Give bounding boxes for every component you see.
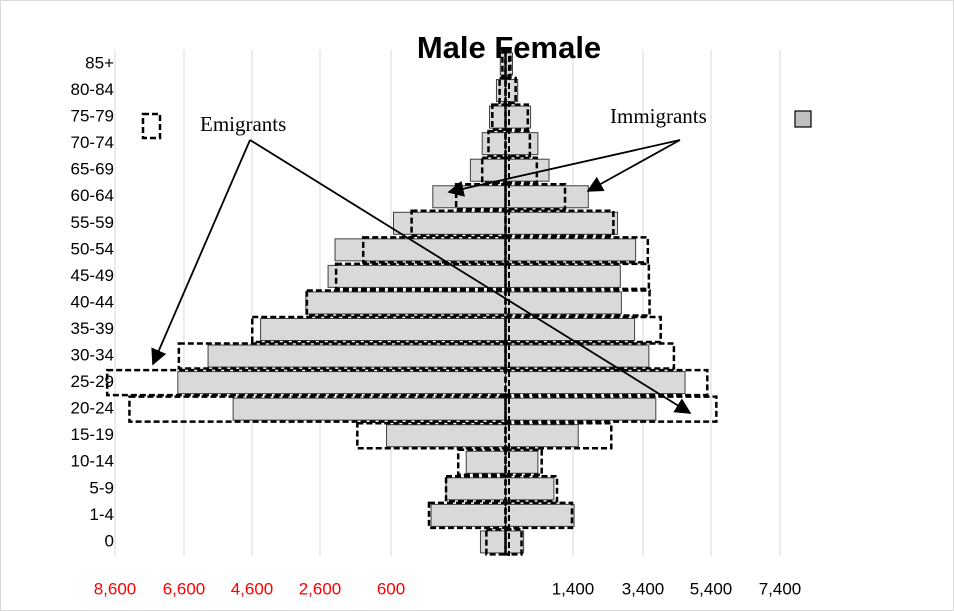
- y-tick-label: 30-34: [71, 346, 114, 365]
- y-tick-label: 20-24: [71, 399, 114, 418]
- female-bar: [504, 183, 567, 211]
- male-bar: [386, 424, 507, 448]
- male-bar: [432, 185, 507, 209]
- y-tick-label: 35-39: [71, 319, 114, 338]
- legend-label: Immigrants: [610, 104, 707, 128]
- female-bar: [504, 103, 530, 131]
- y-tick-label: 25-29: [71, 372, 114, 391]
- male-bar: [410, 209, 507, 238]
- legend-swatch-emigrants: [141, 112, 162, 140]
- female-bar: [504, 475, 559, 503]
- male-bar: [427, 501, 507, 530]
- x-tick-label: 1,400: [552, 579, 595, 598]
- y-tick-label: 55-59: [71, 213, 114, 232]
- y-tick-label: 10-14: [71, 452, 114, 471]
- male-bar: [481, 132, 507, 156]
- male-bar: [430, 503, 507, 527]
- male-bar: [485, 528, 507, 556]
- female-bar: [504, 236, 650, 264]
- y-tick-label: 60-64: [71, 186, 114, 205]
- female-bar: [504, 342, 676, 370]
- male-bar: [356, 421, 507, 450]
- male-bar: [232, 397, 507, 421]
- male-bar: [177, 342, 507, 370]
- female-bar: [505, 397, 657, 421]
- female-bar: [505, 264, 621, 288]
- y-tick-label: 5-9: [89, 478, 114, 497]
- x-tick-label: 3,400: [622, 579, 665, 598]
- y-tick-label: 15-19: [71, 425, 114, 444]
- arrows: [151, 139, 692, 414]
- female-bar: [505, 344, 650, 368]
- female-bar: [504, 289, 651, 317]
- x-tick-label: 7,400: [759, 579, 802, 598]
- female-bar: [505, 185, 589, 209]
- legend-swatch-immigrants: [794, 110, 812, 128]
- female-bar: [505, 503, 575, 527]
- female-bar: [505, 450, 539, 474]
- male-bar: [327, 264, 507, 288]
- female-bar: [504, 209, 615, 238]
- male-bar: [361, 236, 507, 264]
- female-bar: [504, 262, 651, 291]
- female-bar: [505, 371, 686, 395]
- y-tick-label: 40-44: [71, 292, 114, 311]
- y-tick-label: 75-79: [71, 107, 114, 126]
- y-tick-label: 45-49: [71, 266, 114, 285]
- y-tick-label: 0: [105, 531, 114, 550]
- female-bar: [504, 50, 512, 78]
- x-tick-label: 600: [377, 579, 405, 598]
- female-bar: [505, 291, 622, 315]
- male-bar: [454, 183, 507, 211]
- female-bar: [505, 132, 539, 156]
- x-tick-label: 4,600: [231, 579, 274, 598]
- male-bar: [305, 291, 507, 315]
- y-tick-label: 85+: [85, 53, 114, 72]
- y-tick-label: 1-4: [89, 505, 114, 524]
- male-bar: [260, 318, 507, 341]
- female-bar: [504, 368, 709, 397]
- male-bar: [334, 238, 507, 262]
- female-bar: [504, 76, 517, 105]
- female-bar: [504, 448, 543, 476]
- legend-label: Emigrants: [200, 112, 286, 136]
- y-tick-label: 70-74: [71, 133, 114, 152]
- female-bar: [505, 424, 579, 448]
- male-bar: [392, 211, 507, 235]
- female-bar: [504, 421, 613, 450]
- female-bar: [504, 315, 662, 344]
- male-bar: [469, 158, 507, 182]
- male-bar: [444, 475, 507, 503]
- x-tick-label: 2,600: [299, 579, 342, 598]
- male-bar: [479, 530, 507, 554]
- female-bar: [505, 211, 619, 235]
- chart-title: Male Female: [417, 30, 601, 65]
- female-bar: [504, 528, 523, 556]
- male-bar: [465, 450, 507, 474]
- x-tick-label: 5,400: [690, 579, 733, 598]
- bars: [105, 50, 718, 556]
- male-bar: [495, 79, 507, 103]
- male-bar: [445, 477, 507, 501]
- male-bar: [501, 50, 507, 78]
- x-tick-label: 8,600: [94, 579, 137, 598]
- female-bar: [505, 477, 555, 501]
- y-tick-label: 80-84: [71, 80, 114, 99]
- female-bar: [504, 129, 532, 158]
- female-bar: [504, 156, 539, 184]
- male-bar: [491, 103, 507, 131]
- x-tick-label: 6,600: [163, 579, 206, 598]
- male-bar: [177, 371, 507, 395]
- female-bar: [505, 318, 636, 341]
- female-bar: [505, 238, 637, 262]
- male-bar: [207, 344, 507, 368]
- y-tick-label: 65-69: [71, 160, 114, 179]
- female-bar: [504, 395, 718, 423]
- y-tick-label: 50-54: [71, 239, 114, 258]
